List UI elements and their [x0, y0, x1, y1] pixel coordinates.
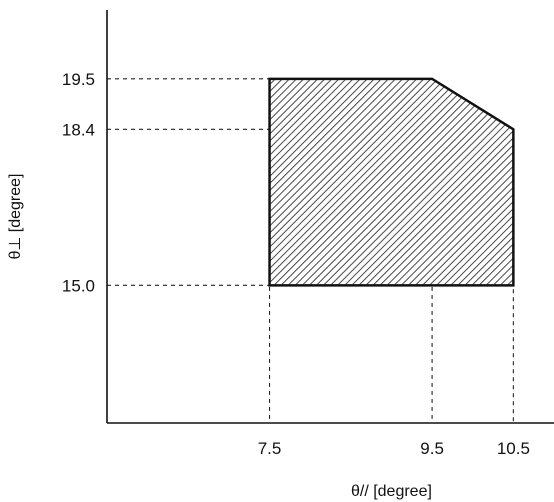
y-tick-label: 15.0: [62, 276, 95, 295]
x-axis-title: θ// [degree]: [351, 483, 432, 500]
y-tick-label: 18.4: [62, 120, 95, 139]
x-tick-label: 9.5: [420, 439, 444, 458]
y-tick-labels: 15.0 18.4 19.5: [62, 70, 95, 296]
x-tick-label: 10.5: [497, 439, 530, 458]
y-axis-title: θ⊥ [degree]: [7, 174, 24, 260]
feasible-region: [268, 77, 515, 287]
x-tick-labels: 7.5 9.5 10.5: [258, 439, 530, 458]
x-tick-label: 7.5: [258, 439, 282, 458]
y-tick-label: 19.5: [62, 70, 95, 89]
